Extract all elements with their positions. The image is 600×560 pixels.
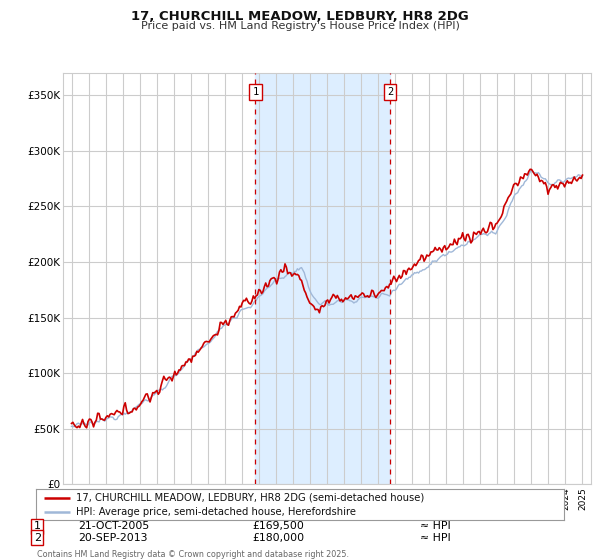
Text: 2: 2 [34,533,41,543]
Text: ≈ HPI: ≈ HPI [420,521,451,531]
Text: 1: 1 [34,521,41,531]
Text: Price paid vs. HM Land Registry's House Price Index (HPI): Price paid vs. HM Land Registry's House … [140,21,460,31]
Text: 1: 1 [253,87,259,97]
Text: 20-SEP-2013: 20-SEP-2013 [78,533,148,543]
Text: £169,500: £169,500 [252,521,304,531]
Bar [256,73,391,484]
Text: ≈ HPI: ≈ HPI [420,533,451,543]
Text: 2: 2 [387,87,394,97]
Text: 21-OCT-2005: 21-OCT-2005 [78,521,149,531]
Text: 17, CHURCHILL MEADOW, LEDBURY, HR8 2DG (semi-detached house): 17, CHURCHILL MEADOW, LEDBURY, HR8 2DG (… [76,492,424,502]
Text: £180,000: £180,000 [252,533,304,543]
Text: 17, CHURCHILL MEADOW, LEDBURY, HR8 2DG: 17, CHURCHILL MEADOW, LEDBURY, HR8 2DG [131,10,469,22]
Text: Contains HM Land Registry data © Crown copyright and database right 2025.
This d: Contains HM Land Registry data © Crown c… [37,550,349,560]
Text: HPI: Average price, semi-detached house, Herefordshire: HPI: Average price, semi-detached house,… [76,507,356,517]
